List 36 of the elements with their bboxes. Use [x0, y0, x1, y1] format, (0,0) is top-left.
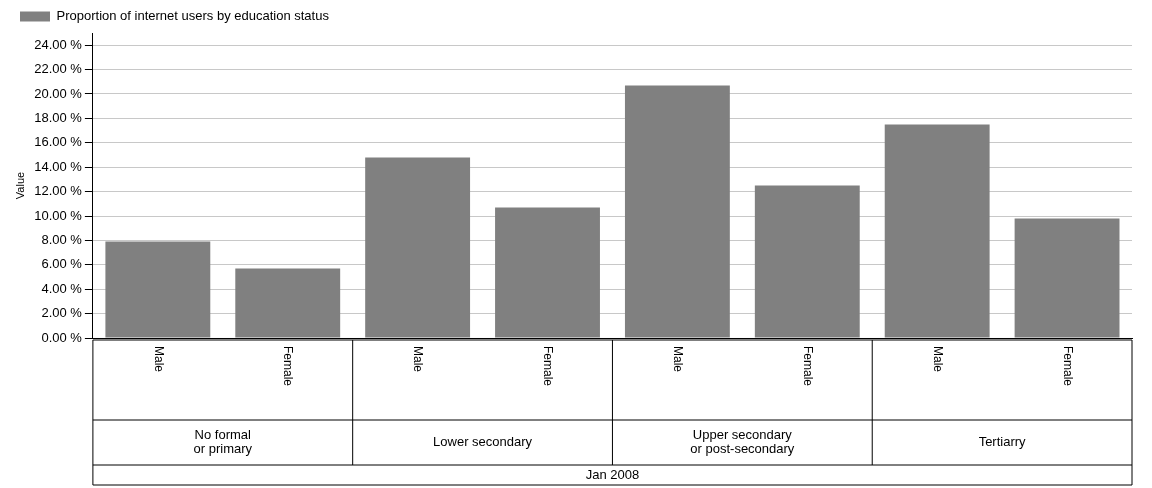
y-tick-label: 16.00 % — [34, 134, 83, 150]
text: Tertiarry — [978, 434, 1027, 450]
y-tick-label: 8.00 % — [41, 231, 83, 247]
text: Upper secondary or post-secondary — [690, 427, 795, 457]
y-tick-label: 4.00 % — [41, 280, 83, 296]
x-tick-label: Male — [411, 346, 426, 373]
bar — [884, 124, 990, 338]
y-axis-title: Value — [13, 171, 26, 200]
legend-label: Proportion of internet users by education status — [56, 8, 330, 24]
bar — [495, 207, 600, 338]
bar — [1014, 218, 1120, 338]
x-tick-label: Female — [281, 346, 296, 387]
y-tick-label: 14.00 % — [34, 158, 83, 174]
y-tick-label: 6.00 % — [41, 256, 83, 272]
bar — [235, 268, 341, 338]
text: Jan 2008 — [585, 466, 640, 482]
text: Lower secondary — [433, 434, 533, 450]
text: No formal or primary — [193, 427, 253, 457]
y-tick-label: 12.00 % — [34, 183, 83, 199]
y-tick-label: 18.00 % — [34, 109, 83, 125]
x-tick-label: Male — [151, 346, 166, 373]
y-tick-label: 0.00 % — [41, 329, 83, 345]
bar — [365, 157, 471, 338]
x-tick-label: Male — [930, 346, 945, 373]
y-tick-label: 24.00 % — [34, 36, 83, 52]
bar — [624, 85, 730, 338]
x-tick-label: Female — [1060, 346, 1075, 387]
x-tick-label: Female — [541, 346, 556, 387]
y-tick-label: 10.00 % — [34, 207, 83, 223]
bar — [105, 241, 211, 338]
y-tick-label: 2.00 % — [41, 305, 83, 321]
x-tick-label: Male — [671, 346, 686, 373]
bar — [754, 185, 860, 338]
y-tick-label: 22.00 % — [34, 61, 83, 77]
x-tick-label: Female — [800, 346, 815, 387]
y-tick-label: 20.00 % — [34, 85, 83, 101]
